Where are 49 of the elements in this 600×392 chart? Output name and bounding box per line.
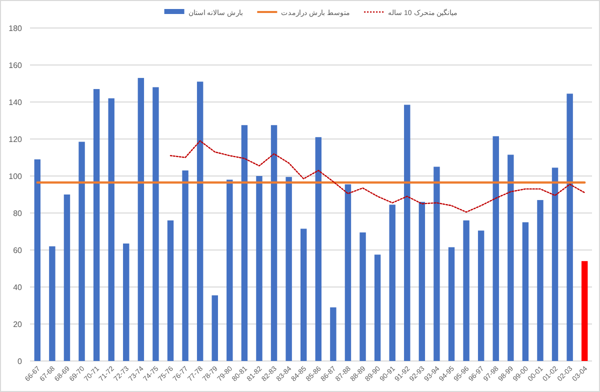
bar bbox=[508, 154, 514, 361]
bar bbox=[374, 254, 381, 361]
y-tick-label: 0 bbox=[18, 357, 23, 366]
bar bbox=[78, 142, 85, 361]
bar bbox=[492, 136, 499, 361]
bar bbox=[404, 104, 410, 361]
bar bbox=[418, 202, 426, 361]
y-tick-label: 180 bbox=[8, 24, 23, 33]
bar bbox=[448, 247, 455, 361]
bar bbox=[49, 246, 56, 361]
bar bbox=[212, 295, 218, 361]
bar bbox=[34, 159, 40, 361]
bar bbox=[360, 232, 366, 361]
y-tick-label: 160 bbox=[8, 61, 23, 70]
bar bbox=[241, 125, 248, 361]
bar bbox=[566, 94, 573, 361]
bar bbox=[300, 228, 307, 361]
y-tick-label: 120 bbox=[8, 135, 23, 144]
bar bbox=[389, 204, 396, 361]
bar bbox=[182, 170, 188, 361]
bar bbox=[286, 176, 292, 361]
bar bbox=[478, 230, 484, 361]
bar bbox=[270, 125, 278, 361]
bar bbox=[108, 98, 114, 361]
bar bbox=[463, 220, 470, 361]
bar bbox=[537, 200, 544, 361]
y-tick-label: 60 bbox=[13, 246, 23, 255]
bar bbox=[256, 176, 262, 361]
y-tick-label: 140 bbox=[8, 98, 23, 107]
bar bbox=[582, 261, 588, 361]
bar bbox=[315, 137, 322, 361]
bar bbox=[522, 222, 529, 361]
bar bbox=[167, 220, 174, 361]
y-tick-label: 40 bbox=[13, 283, 23, 292]
bar bbox=[196, 82, 204, 361]
bar bbox=[434, 166, 440, 361]
y-tick-label: 100 bbox=[8, 172, 23, 181]
bar bbox=[152, 87, 159, 361]
bar bbox=[552, 168, 558, 361]
bar bbox=[93, 89, 100, 361]
bar bbox=[123, 244, 130, 361]
bar bbox=[226, 180, 233, 361]
y-tick-label: 80 bbox=[13, 209, 23, 218]
bar bbox=[64, 194, 70, 361]
bar bbox=[344, 184, 352, 361]
line-series bbox=[170, 140, 586, 213]
y-tick-label: 20 bbox=[13, 320, 23, 329]
bar bbox=[330, 307, 336, 361]
bar bbox=[138, 78, 144, 361]
